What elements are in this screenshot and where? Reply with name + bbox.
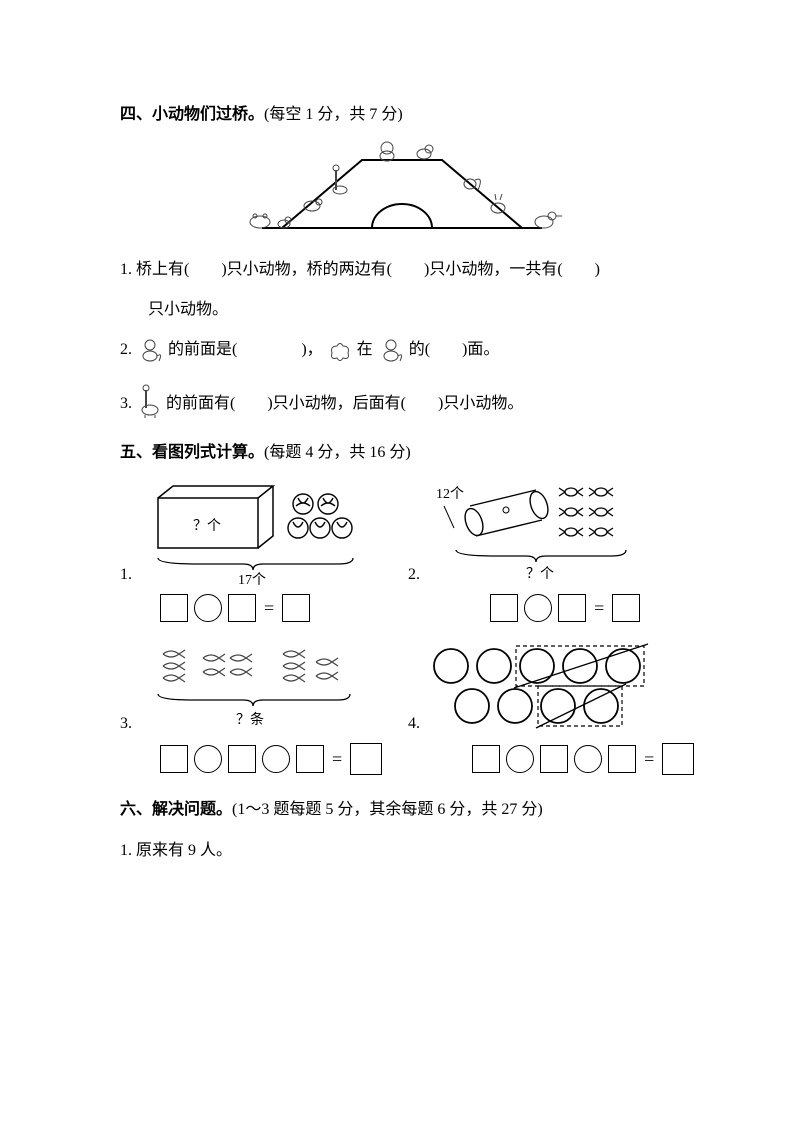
monkey-on-bridge-icon xyxy=(380,142,394,161)
section-5-title: 五、看图列式计算。(每题 4 分，共 16 分) xyxy=(120,438,683,462)
s4-q1: 1. 桥上有( )只小动物，桥的两边有( )只小动物，一共有( ) xyxy=(120,254,683,286)
s5-p2-num: 2. xyxy=(408,566,420,588)
s4-q1-line2: 只小动物。 xyxy=(120,294,683,326)
s4-q1-text-1: 桥上有( )只小动物，桥的两边有( )只小动物，一共有( ) xyxy=(132,261,600,278)
section-4-title: 四、小动物们过桥。(每空 1 分，共 7 分) xyxy=(120,100,683,124)
s5-p4: 4. xyxy=(408,642,666,737)
p3-total: ？条 xyxy=(236,711,264,728)
monkey-inline-icon-2 xyxy=(377,336,405,376)
blank-square[interactable] xyxy=(296,745,324,773)
s4-q2-num: 2. xyxy=(120,341,132,358)
s5-p2-svg: 12个 ？个 xyxy=(426,478,646,588)
s5-p3-svg: ？条 xyxy=(138,642,368,737)
bridge-svg xyxy=(222,140,582,240)
blank-circle[interactable] xyxy=(524,594,552,622)
s5-eq-4: = xyxy=(472,743,694,775)
cat-on-bridge-icon xyxy=(417,145,433,159)
p2-total: ？个 xyxy=(526,566,554,582)
giraffe-inline-icon xyxy=(136,384,162,430)
blank-square[interactable] xyxy=(612,594,640,622)
blank-square[interactable] xyxy=(662,743,694,775)
s4-q3-t1: 的前面有( )只小动物，后面有( )只小动物。 xyxy=(166,395,523,412)
p1-total: 17个 xyxy=(238,572,266,588)
box-label: ？个 xyxy=(193,518,221,534)
blank-square[interactable] xyxy=(282,594,310,622)
s5-p3-num: 3. xyxy=(120,715,132,737)
section-5-title-bold: 五、看图列式计算。 xyxy=(120,444,264,461)
p2-left-label: 12个 xyxy=(436,486,464,502)
s4-q2: 2. 的前面是( )， 在 的( )面。 xyxy=(120,334,683,376)
s4-q3-num: 3. xyxy=(120,395,132,412)
blank-circle[interactable] xyxy=(506,745,534,773)
blank-circle[interactable] xyxy=(194,594,222,622)
blank-square[interactable] xyxy=(472,745,500,773)
frog-ground-icon xyxy=(250,214,270,228)
blank-circle[interactable] xyxy=(262,745,290,773)
s5-eq-3: = xyxy=(160,743,382,775)
s5-row-2: 3. xyxy=(120,642,683,737)
blank-square[interactable] xyxy=(228,745,256,773)
s5-eq-row-2: = = xyxy=(120,743,683,775)
sheep-inline-icon xyxy=(327,338,353,376)
section-6-title-rest: (1～3 题每题 5 分，其余每题 6 分，共 27 分) xyxy=(232,801,543,818)
s4-q2-t3: 的( )面。 xyxy=(409,341,500,358)
bridge-figure xyxy=(120,140,683,240)
blank-square[interactable] xyxy=(558,594,586,622)
s6-q1-text: 原来有 9 人。 xyxy=(136,842,232,859)
s5-p3: 3. xyxy=(120,642,368,737)
dog-on-slope-icon xyxy=(304,199,322,211)
s4-q2-t2: 在 xyxy=(357,341,373,358)
s4-q1-num: 1. xyxy=(120,261,132,278)
section-4-title-bold: 四、小动物们过桥。 xyxy=(120,106,264,123)
s6-q1: 1. 原来有 9 人。 xyxy=(120,835,683,867)
equals-sign: = xyxy=(330,749,344,770)
blank-circle[interactable] xyxy=(194,745,222,773)
duck-ground-icon xyxy=(535,212,562,228)
s5-eq-1: = xyxy=(160,594,310,622)
section-5-title-rest: (每题 4 分，共 16 分) xyxy=(264,444,411,461)
blank-square[interactable] xyxy=(160,745,188,773)
s5-p4-svg xyxy=(426,642,666,737)
blank-square[interactable] xyxy=(490,594,518,622)
blank-square[interactable] xyxy=(608,745,636,773)
s5-p1: 1. ？个 17个 xyxy=(120,478,368,588)
worksheet-page: 四、小动物们过桥。(每空 1 分，共 7 分) xyxy=(0,0,793,935)
blank-circle[interactable] xyxy=(574,745,602,773)
blank-square[interactable] xyxy=(228,594,256,622)
blank-square[interactable] xyxy=(160,594,188,622)
section-6-title-bold: 六、解决问题。 xyxy=(120,801,232,818)
section-4-title-rest: (每空 1 分，共 7 分) xyxy=(264,106,403,123)
s4-q2-t1: 的前面是( )， xyxy=(168,341,323,358)
s6-q1-num: 1. xyxy=(120,842,132,859)
s4-q3: 3. 的前面有( )只小动物，后面有( )只小动物。 xyxy=(120,384,683,430)
section-6-title: 六、解决问题。(1～3 题每题 5 分，其余每题 6 分，共 27 分) xyxy=(120,795,683,819)
equals-sign: = xyxy=(642,749,656,770)
s5-eq-row-1: = = xyxy=(120,594,683,622)
equals-sign: = xyxy=(262,598,276,619)
s5-p4-num: 4. xyxy=(408,715,420,737)
s5-p2: 2. 12个 xyxy=(408,478,646,588)
s5-p1-svg: ？个 17个 xyxy=(138,478,368,588)
s5-row-1: 1. ？个 17个 2. xyxy=(120,478,683,588)
monkey-inline-icon xyxy=(136,336,164,376)
blank-square[interactable] xyxy=(540,745,568,773)
s5-p1-num: 1. xyxy=(120,566,132,588)
equals-sign: = xyxy=(592,598,606,619)
blank-square[interactable] xyxy=(350,743,382,775)
s5-eq-2: = xyxy=(490,594,640,622)
s4-q1-text-2: 只小动物。 xyxy=(148,301,228,318)
